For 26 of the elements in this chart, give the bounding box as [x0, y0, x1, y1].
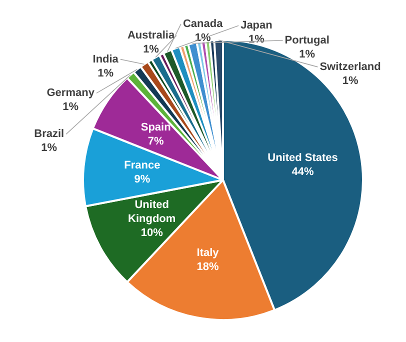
slice-label: France	[124, 159, 160, 172]
data-label: 1%	[98, 67, 114, 80]
slice-label: United States	[268, 152, 338, 164]
data-label: 9%	[134, 173, 150, 186]
data-label: 1%	[143, 44, 160, 56]
slice-label: Germany	[46, 87, 96, 100]
slice-label: Portugal	[284, 34, 330, 46]
data-label: 7%	[148, 135, 164, 148]
slice-label: Italy	[196, 246, 220, 259]
slice-label: United Kingdom	[128, 199, 176, 226]
data-label: 44%	[292, 166, 314, 178]
slice-label: Japan	[240, 20, 273, 32]
slice-label: Brazil	[34, 128, 64, 140]
slice-label: India	[92, 53, 120, 66]
data-label: 1%	[248, 34, 265, 46]
slice-label: Switzerland	[320, 60, 381, 73]
data-label: 1%	[299, 48, 316, 60]
slice-label: Canada	[182, 18, 224, 30]
data-label: 1%	[342, 74, 358, 87]
data-label: 1%	[194, 32, 212, 44]
slice-label: Spain	[140, 121, 172, 134]
data-label: 10%	[140, 227, 164, 240]
data-label: 18%	[196, 260, 220, 273]
slice-label: Australia	[127, 30, 176, 42]
data-label: 1%	[41, 142, 58, 154]
data-label: 1%	[62, 101, 79, 114]
